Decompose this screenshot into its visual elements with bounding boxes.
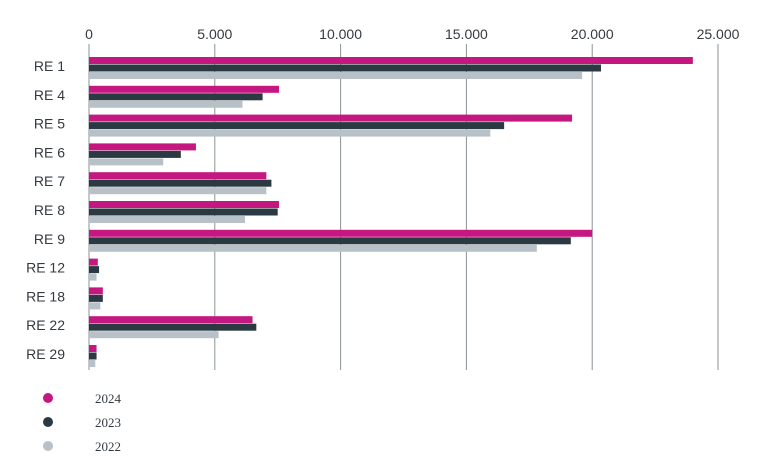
bar-2024-re12 [89,258,98,266]
bar-2022-re29 [89,360,96,367]
bar-2023-re4 [89,93,263,101]
bar-2024-re6 [89,143,196,151]
bar-2024-re5 [89,114,573,122]
x-axis-tick-labels: 0 5.000 10.000 15.000 20.000 25.000 [85,26,740,42]
bar-2024-re7 [89,172,267,180]
legend-label-2023: 2023 [95,415,121,430]
bar-2022-re18 [89,302,101,310]
legend-marker-2023 [43,417,53,427]
category-label: RE 4 [34,87,65,103]
bar-2022-re22 [89,331,219,339]
legend: 2024 2023 2022 [43,391,122,454]
bar-2022-re7 [89,187,267,195]
bar-2023-re22 [89,323,257,331]
x-tick-label: 10.000 [319,26,362,42]
legend-marker-2022 [43,441,53,451]
bar-2022-re8 [89,216,245,223]
x-tick-label: 20.000 [571,26,614,42]
bar-2022-re1 [89,72,583,79]
bars [89,57,693,367]
legend-label-2022: 2022 [95,439,121,454]
category-label: RE 1 [34,58,65,74]
bar-2022-re12 [89,273,97,281]
bar-2023-re12 [89,266,100,274]
category-label: RE 12 [26,260,65,276]
category-label: RE 9 [34,231,65,247]
bar-2023-re5 [89,122,505,130]
bar-2022-re5 [89,129,491,137]
bar-2022-re6 [89,158,164,166]
category-label: RE 29 [26,346,65,362]
bar-2024-re18 [89,287,103,295]
x-tick-label: 25.000 [697,26,740,42]
bar-2023-re7 [89,179,272,187]
category-label: RE 18 [26,288,65,304]
bar-2023-re6 [89,150,181,158]
bar-2024-re22 [89,316,253,324]
bar-2023-re29 [89,352,97,360]
bar-2023-re18 [89,294,103,302]
bar-2023-re8 [89,208,278,216]
category-labels: RE 1 RE 4 RE 5 RE 6 RE 7 RE 8 RE 9 RE 12 RE 18 RE… [26,58,65,362]
bar-2024-re4 [89,85,279,93]
bar-2024-re8 [89,201,279,208]
bar-2022-re9 [89,244,537,252]
bar-2023-re1 [89,64,602,72]
category-label: RE 7 [34,173,65,189]
bar-2022-re4 [89,100,243,108]
category-label: RE 6 [34,144,65,160]
bar-2024-re1 [89,57,693,64]
legend-label-2024: 2024 [95,391,122,406]
category-label: RE 22 [26,317,65,333]
bar-2024-re9 [89,229,593,237]
x-tick-label: 5.000 [197,26,232,42]
legend-marker-2024 [43,393,53,403]
x-tick-label: 0 [85,26,93,42]
x-tick-label: 15.000 [445,26,488,42]
bar-2023-re9 [89,237,571,245]
category-label: RE 8 [34,202,65,218]
category-label: RE 5 [34,116,65,132]
bar-2024-re29 [89,345,97,352]
